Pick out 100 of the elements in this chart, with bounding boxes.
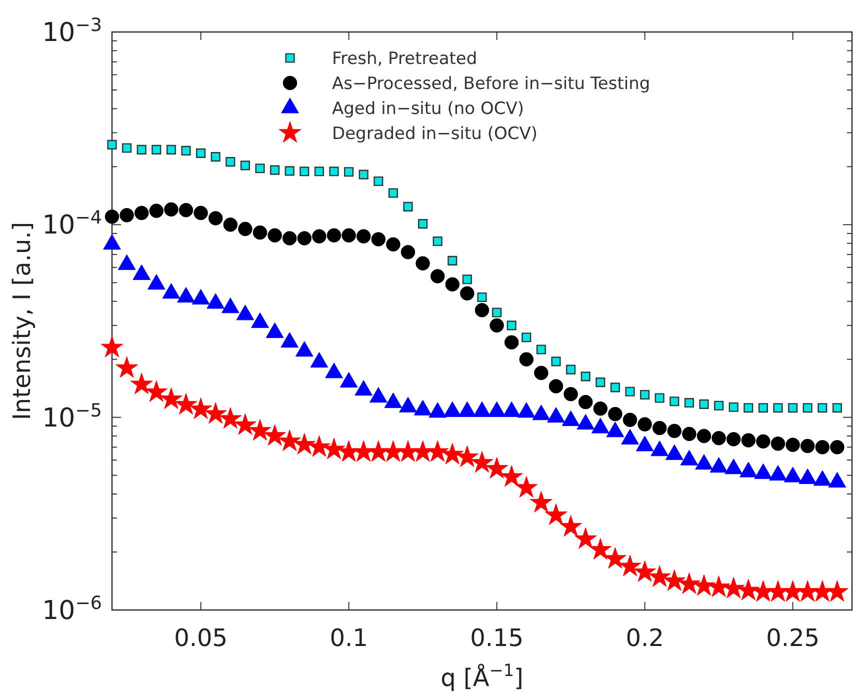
point [474,303,490,318]
point [100,336,124,358]
point [682,426,696,442]
point [178,202,194,218]
point [386,237,400,252]
point [604,547,626,569]
x-tick-label: 0.25 [766,624,820,652]
x-tick-label: 0.05 [174,624,228,652]
y-tick-label: 10$^{−6}$ [42,592,102,626]
point [500,465,523,487]
point [432,236,442,246]
point [536,344,546,354]
point [223,218,238,232]
point [314,166,324,176]
point [663,569,686,591]
point [786,438,800,452]
point [470,451,494,473]
point [196,148,206,158]
point [270,165,280,175]
point [578,394,593,410]
point [284,166,294,176]
point [268,228,282,243]
point [530,491,552,512]
point [403,202,413,212]
point [608,406,622,422]
point [134,206,149,220]
point [293,433,316,454]
point [462,274,472,284]
point [548,379,564,394]
point [149,204,164,218]
y-tick-label: 10$^{−3}$ [42,14,102,48]
point [326,228,342,243]
point [714,400,724,410]
point [264,424,286,446]
point [564,386,578,402]
point [441,442,464,464]
point [638,417,652,432]
point [122,143,132,153]
legend-label: Aged in−situ (no OCV) [332,99,524,119]
legend-label: Fresh, Pretreated [332,49,478,69]
point [544,504,568,525]
x-axis-title: q [Å$^{−1}$] [440,660,524,692]
point [322,438,346,460]
point [622,412,638,428]
x-tick-label: 0.15 [470,624,524,652]
point [136,144,146,154]
point [534,366,548,380]
point [238,222,252,236]
point [593,401,608,416]
point [490,318,504,333]
point [830,440,844,454]
point [174,393,198,415]
point [696,428,712,444]
point [486,457,508,478]
point [426,440,449,462]
point [648,565,671,587]
y-tick-label: 10$^{−4}$ [42,207,102,241]
point [456,446,478,467]
legend-label: As−Processed, Before in−situ Testing [332,74,650,94]
point [130,372,153,394]
point [190,398,212,419]
point [240,160,250,170]
point [448,256,458,266]
x-tick-label: 0.2 [626,624,664,652]
point [278,430,301,452]
point [181,146,191,156]
point [744,403,754,413]
point [145,380,168,402]
point [670,396,680,406]
point [654,393,664,403]
point [152,144,162,154]
point [120,208,134,222]
point [712,430,726,446]
point [726,432,741,446]
point [194,206,208,220]
point [832,403,842,413]
point [574,527,597,549]
point [492,308,502,318]
point [219,407,242,429]
point [756,434,770,449]
point [773,403,783,413]
point [282,231,297,246]
point [297,231,312,246]
point [625,386,635,396]
point [818,403,828,413]
point [300,166,310,176]
point [610,382,620,392]
x-tick-label: 0.1 [330,624,368,652]
point [551,356,561,366]
point [515,476,538,498]
point [342,228,356,243]
point [826,580,848,602]
point [678,572,700,594]
point [388,188,398,198]
y-axis-title: Intensity, I [a.u.] [8,222,36,420]
point [580,372,590,382]
point [741,433,756,448]
point [416,256,430,270]
point [560,515,582,536]
point [596,378,606,388]
